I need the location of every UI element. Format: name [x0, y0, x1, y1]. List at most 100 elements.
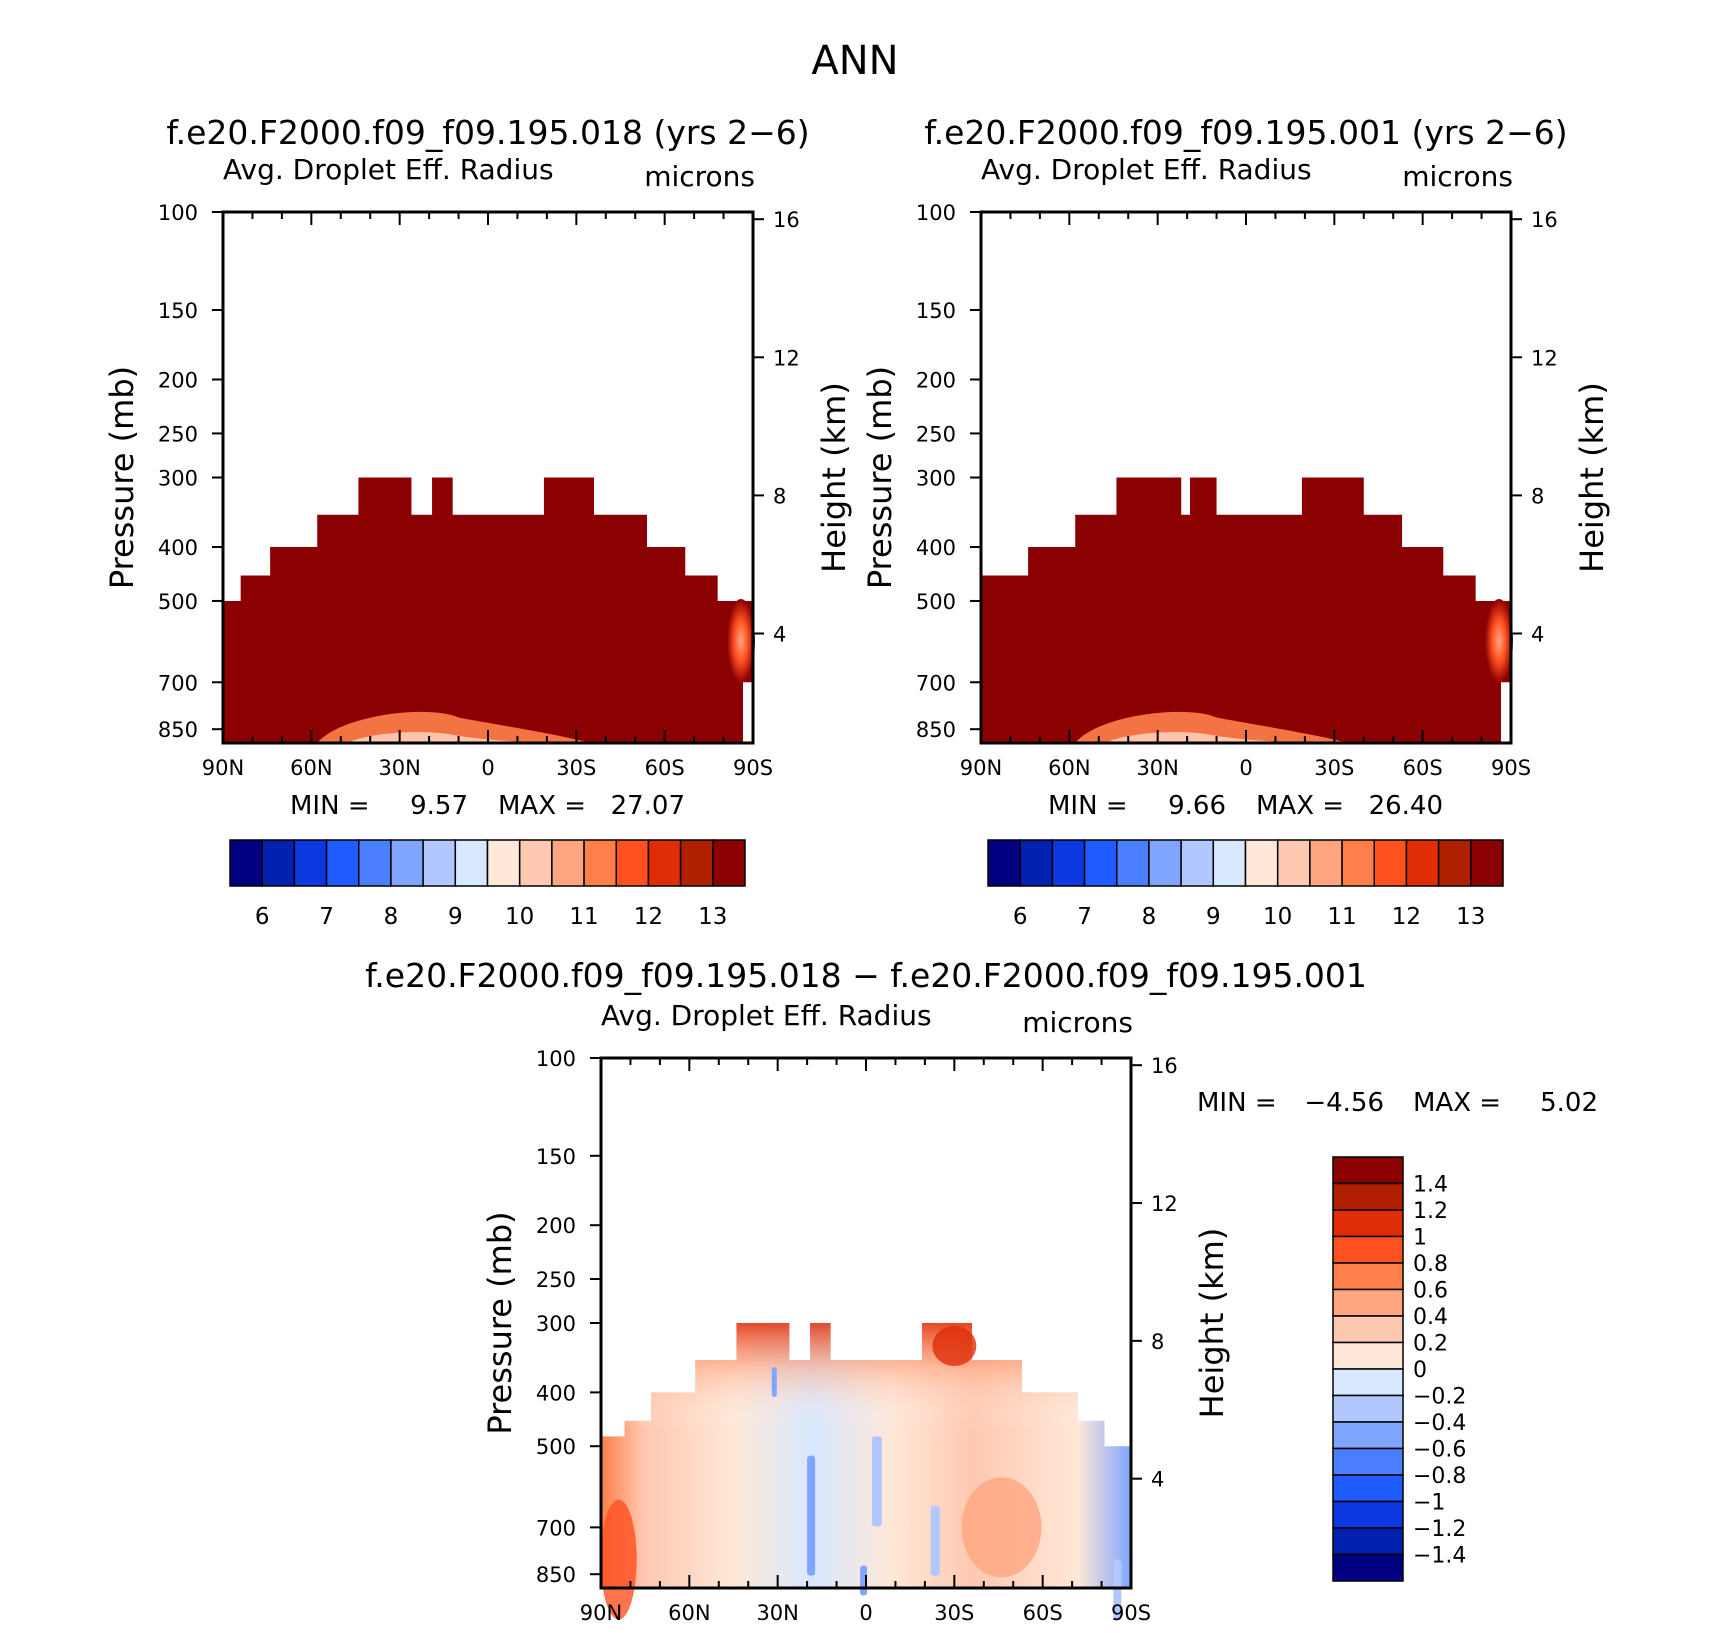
colorbar: 6 7 8 9 10 11 12 13 [230, 840, 745, 930]
colorbar-swatch [1020, 840, 1052, 886]
southpole-edge-blob [1485, 599, 1513, 683]
colorbar-swatch [1333, 1396, 1403, 1423]
x-tick-label: 90S [733, 756, 773, 780]
y2-tick-label: 8 [773, 484, 786, 508]
difference-positive-blob [932, 1326, 976, 1366]
y-axis-label: Pressure (mb) [861, 366, 899, 589]
colorbar-label: 11 [1327, 904, 1356, 930]
colorbar-swatch [1149, 840, 1181, 886]
colorbar-swatch [988, 840, 1020, 886]
colorbar-swatch [1181, 840, 1213, 886]
colorbar-swatch [1333, 1449, 1403, 1476]
colorbar-swatch [1213, 840, 1245, 886]
colorbar-label: −0.4 [1413, 1411, 1466, 1436]
y-tick-label: 200 [158, 369, 198, 393]
colorbar-label: 1.2 [1413, 1199, 1448, 1224]
max-label: MAX = [498, 791, 586, 821]
colorbar-swatch [681, 840, 713, 886]
y-tick-label: 700 [536, 1516, 576, 1540]
colorbar-label: −1 [1413, 1491, 1445, 1516]
y2-tick-label: 12 [1151, 1192, 1178, 1216]
colorbar-swatch [294, 840, 326, 886]
colorbar-swatch [1246, 840, 1278, 886]
y-tick-label: 500 [158, 590, 198, 614]
colorbar-label: 6 [255, 904, 270, 930]
y-tick-label: 250 [536, 1268, 576, 1292]
y-tick-label: 400 [536, 1381, 576, 1405]
figure-canvas: ANN f.e20.F2000.f09_f09.195.018 (yrs 2−6… [0, 0, 1710, 1633]
colorbar-label: 13 [698, 904, 727, 930]
colorbar-label: 1 [1413, 1226, 1427, 1251]
y-axis-label: Pressure (mb) [103, 366, 141, 589]
difference-negative-streak [807, 1456, 815, 1576]
colorbar-swatch [455, 840, 487, 886]
colorbar-label: 11 [569, 904, 598, 930]
colorbar-swatch [488, 840, 520, 886]
x-tick-label: 90S [1491, 756, 1531, 780]
colorbar-swatch [1333, 1528, 1403, 1555]
y-tick-label: 100 [536, 1047, 576, 1071]
colorbar: 1.41.210.80.60.40.20−0.2−0.4−0.6−0.8−1−1… [1333, 1157, 1466, 1581]
colorbar-label: −0.6 [1413, 1438, 1466, 1463]
colorbar-swatch [1052, 840, 1084, 886]
difference-top-band [601, 1323, 1131, 1588]
colorbar-label: 7 [1077, 904, 1092, 930]
colorbar-swatch [359, 840, 391, 886]
y2-tick-label: 16 [1151, 1054, 1178, 1078]
colorbar-swatch [1333, 1290, 1403, 1317]
max-value: 5.02 [1540, 1088, 1598, 1118]
colorbar-swatch [648, 840, 680, 886]
colorbar-label: 10 [1263, 904, 1292, 930]
panel-title: f.e20.F2000.f09_f09.195.018 (yrs 2−6) [166, 113, 809, 152]
y-tick-label: 150 [536, 1145, 576, 1169]
x-tick-label: 60S [1023, 1601, 1063, 1625]
colorbar-swatch [262, 840, 294, 886]
y2-axis-label: Height (km) [815, 382, 853, 573]
colorbar-label: 0.2 [1413, 1332, 1448, 1357]
panel-title: f.e20.F2000.f09_f09.195.001 (yrs 2−6) [924, 113, 1567, 152]
x-tick-label: 0 [1239, 756, 1252, 780]
colorbar-label: −0.2 [1413, 1385, 1466, 1410]
y-tick-label: 150 [158, 299, 198, 323]
colorbar-label: −1.4 [1413, 1544, 1466, 1569]
y-tick-label: 850 [536, 1563, 576, 1587]
southpole-edge-blob [727, 599, 755, 683]
colorbar-swatch [1333, 1369, 1403, 1396]
colorbar-label: 13 [1456, 904, 1485, 930]
y-tick-label: 850 [158, 718, 198, 742]
y-tick-label: 200 [916, 369, 956, 393]
colorbar-label: −0.8 [1413, 1464, 1466, 1489]
x-tick-label: 0 [859, 1601, 872, 1625]
colorbar-swatch [1333, 1263, 1403, 1290]
chart-panel-right: f.e20.F2000.f09_f09.195.001 (yrs 2−6)Avg… [861, 113, 1611, 930]
y-tick-label: 100 [158, 201, 198, 225]
colorbar-swatch [520, 840, 552, 886]
difference-negative-streak [931, 1506, 940, 1576]
max-value: 26.40 [1369, 791, 1443, 821]
x-tick-label: 60N [668, 1601, 710, 1625]
colorbar-label: 1.4 [1413, 1173, 1448, 1198]
colorbar-label: 12 [634, 904, 663, 930]
colorbar-swatch [230, 840, 262, 886]
colorbar-swatch [1342, 840, 1374, 886]
colorbar-label: 0.8 [1413, 1252, 1448, 1277]
units-label: microns [644, 160, 755, 193]
max-label: MAX = [1256, 791, 1344, 821]
colorbar-swatch [1333, 1422, 1403, 1449]
x-tick-label: 90N [960, 756, 1002, 780]
colorbar-swatch [1333, 1184, 1403, 1211]
y-axis-label: Pressure (mb) [481, 1211, 519, 1434]
y-tick-label: 700 [916, 671, 956, 695]
y-tick-label: 700 [158, 671, 198, 695]
panel-title: f.e20.F2000.f09_f09.195.018 − f.e20.F200… [365, 956, 1367, 995]
colorbar-label: 8 [384, 904, 399, 930]
difference-negative-streak [772, 1367, 777, 1397]
colorbar-swatch [1333, 1555, 1403, 1582]
y-tick-label: 400 [916, 536, 956, 560]
x-tick-label: 60N [290, 756, 332, 780]
y-tick-label: 250 [916, 422, 956, 446]
colorbar-swatch [1333, 1210, 1403, 1237]
colorbar-label: 9 [1206, 904, 1221, 930]
colorbar-label: 0.4 [1413, 1305, 1448, 1330]
colorbar-swatch [616, 840, 648, 886]
